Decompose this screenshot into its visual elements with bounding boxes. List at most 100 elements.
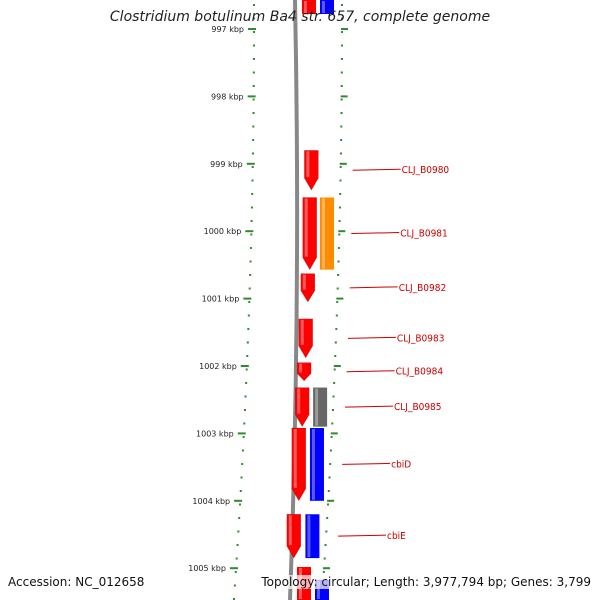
dot bbox=[239, 490, 242, 492]
inner-scale-tick bbox=[327, 499, 335, 502]
gene-cbie bbox=[286, 514, 302, 559]
genome-backbone bbox=[288, 0, 300, 600]
inner-tick-ring bbox=[320, 4, 343, 600]
dot bbox=[333, 368, 336, 371]
blue-feature bbox=[305, 514, 320, 559]
dot bbox=[247, 314, 250, 317]
dot bbox=[250, 233, 253, 236]
gene-clj_b0982 bbox=[300, 273, 316, 303]
dot bbox=[246, 341, 249, 344]
dot bbox=[340, 98, 343, 101]
dot bbox=[251, 166, 254, 168]
dot bbox=[232, 598, 235, 600]
scale-tick bbox=[246, 162, 255, 165]
dot bbox=[338, 206, 341, 209]
dot bbox=[252, 58, 255, 60]
gene-clj_b0985-highlight bbox=[297, 388, 301, 414]
dot bbox=[340, 125, 343, 128]
dot bbox=[238, 517, 241, 519]
dot bbox=[242, 436, 245, 438]
scale-label: 1002 kbp bbox=[199, 362, 237, 371]
dot bbox=[251, 179, 254, 182]
scale-tick bbox=[234, 499, 243, 502]
dot bbox=[323, 557, 326, 560]
reverse-cds-partial-bottom-highlight bbox=[317, 581, 320, 599]
gene-label-clj_b0982: CLJ_B0982 bbox=[399, 283, 447, 294]
dot bbox=[233, 584, 236, 587]
dot bbox=[244, 395, 247, 398]
scale-label: 998 kbp bbox=[211, 92, 244, 101]
dot bbox=[243, 422, 246, 425]
gene-clj_b0981-highlight bbox=[304, 198, 308, 257]
dot bbox=[339, 193, 342, 195]
dot bbox=[330, 436, 333, 438]
topology-summary: Topology: circular; Length: 3,977,794 bp… bbox=[261, 575, 591, 589]
blue-feature-highlight bbox=[311, 429, 315, 500]
dot bbox=[252, 71, 255, 74]
dot bbox=[340, 17, 343, 20]
dot bbox=[334, 341, 337, 344]
reverse-cds-partial-top-highlight bbox=[322, 1, 325, 13]
dot bbox=[329, 463, 332, 465]
leader-line bbox=[344, 405, 394, 408]
gene-clj_b0980-highlight bbox=[306, 151, 310, 178]
map-title: Clostridium botulinum Ba4 str. 657, comp… bbox=[109, 9, 491, 25]
dot bbox=[337, 247, 340, 249]
dot bbox=[340, 85, 343, 87]
dot bbox=[340, 4, 343, 6]
scale-label: 997 kbp bbox=[211, 25, 244, 34]
gene-clj_b0980 bbox=[304, 150, 319, 191]
gene-cbie-highlight bbox=[288, 515, 292, 546]
dot bbox=[340, 44, 343, 47]
dot bbox=[235, 557, 238, 560]
leader-line bbox=[352, 168, 401, 171]
scale-tick bbox=[247, 28, 256, 30]
gene-clj_b0984-highlight bbox=[299, 363, 303, 373]
dot bbox=[325, 530, 328, 533]
dot bbox=[252, 139, 255, 141]
scale-label: 1000 kbp bbox=[204, 227, 242, 236]
dot bbox=[241, 463, 244, 465]
dot bbox=[247, 328, 250, 330]
scale-tick bbox=[245, 230, 254, 233]
dot bbox=[250, 206, 253, 209]
gray-feature-highlight bbox=[315, 388, 319, 426]
scale-label: 1001 kbp bbox=[202, 295, 240, 304]
gene-label-clj_b0981: CLJ_B0981 bbox=[400, 229, 448, 240]
dot bbox=[340, 31, 343, 33]
dot bbox=[335, 314, 338, 317]
leader-line bbox=[347, 336, 396, 339]
dot bbox=[252, 85, 255, 87]
dot bbox=[234, 571, 237, 573]
dot bbox=[252, 112, 255, 114]
dot bbox=[332, 395, 335, 398]
dot bbox=[339, 166, 342, 168]
dot bbox=[331, 422, 334, 425]
scale-tick bbox=[243, 297, 252, 300]
dot bbox=[248, 287, 251, 290]
gene-label-clj_b0985: CLJ_B0985 bbox=[394, 402, 442, 413]
accession-text: Accession: NC_012658 bbox=[8, 575, 145, 589]
inner-scale-tick bbox=[340, 28, 348, 30]
dot bbox=[240, 476, 243, 479]
scale-tick bbox=[229, 567, 238, 570]
scale-tick bbox=[240, 365, 249, 367]
scale-label: 999 kbp bbox=[210, 160, 243, 169]
gene-clj_b0984 bbox=[296, 362, 312, 382]
map-background-layer bbox=[229, 0, 348, 600]
dot bbox=[252, 31, 255, 33]
forward-cds-partial-top bbox=[302, 0, 316, 14]
dot bbox=[340, 58, 343, 60]
dot bbox=[252, 4, 255, 6]
dot bbox=[338, 233, 341, 236]
dot bbox=[251, 193, 254, 195]
dot bbox=[340, 71, 343, 74]
outer-tick-ring bbox=[232, 4, 255, 600]
scale-tick bbox=[237, 432, 246, 435]
dot bbox=[248, 301, 251, 303]
dot bbox=[237, 530, 240, 533]
dot bbox=[329, 449, 332, 452]
dot bbox=[241, 449, 244, 452]
dot bbox=[328, 476, 331, 479]
